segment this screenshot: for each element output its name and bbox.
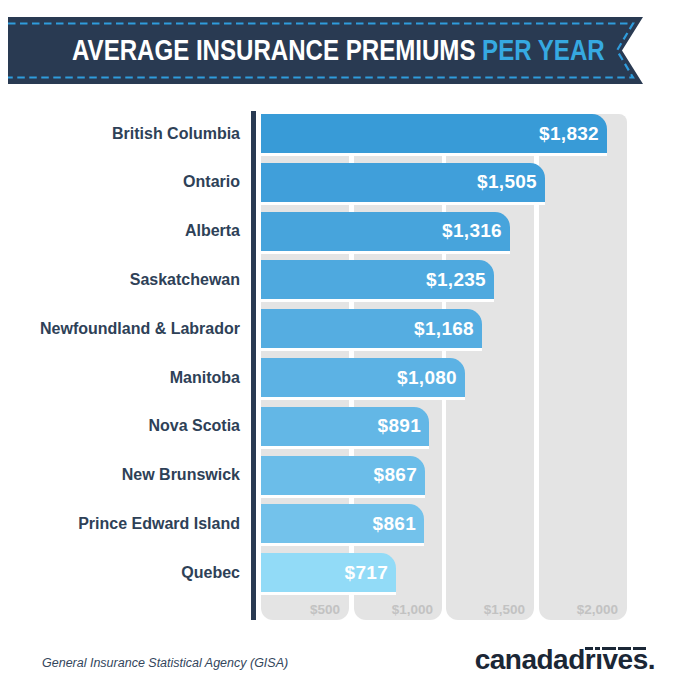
category-label: New Brunswick [0, 456, 240, 495]
bar-value-label: $1,832 [539, 123, 607, 145]
logo-barred-letter: v [602, 644, 617, 676]
logo-period: . [648, 644, 655, 675]
bar-value-label: $861 [373, 513, 424, 535]
bar-value-label: $1,316 [442, 220, 510, 242]
grid-band: $2,000 [539, 114, 627, 620]
bar-prince-edward-island: $861 [261, 504, 424, 543]
category-label: Saskatchewan [0, 260, 240, 299]
logo-barred-letter: r [585, 644, 595, 676]
category-label: Nova Scotia [0, 407, 240, 446]
x-tick-label: $2,000 [577, 602, 618, 617]
bar-value-label: $891 [378, 415, 429, 437]
bar-value-label: $1,168 [414, 318, 482, 340]
bar-nova-scotia: $891 [261, 407, 429, 446]
bar-quebec: $717 [261, 553, 396, 592]
logo-text: canadad [475, 644, 585, 675]
logo-barred-letter: e [618, 644, 633, 676]
category-label: British Columbia [0, 114, 240, 153]
category-label: Manitoba [0, 358, 240, 397]
category-label: Ontario [0, 163, 240, 202]
category-label: Newfoundland & Labrador [0, 309, 240, 348]
bar-value-label: $867 [374, 464, 425, 486]
bar-saskatchewan: $1,235 [261, 260, 494, 299]
infographic-root: AVERAGE INSURANCE PREMIUMS PER YEAR $500… [0, 0, 696, 696]
x-tick-label: $1,000 [392, 602, 433, 617]
bar-ontario: $1,505 [261, 163, 545, 202]
bar-british-columbia: $1,832 [261, 114, 607, 153]
bar-value-label: $717 [345, 562, 396, 584]
logo-barred-letter: s [633, 644, 648, 676]
bar-manitoba: $1,080 [261, 358, 465, 397]
category-label: Quebec [0, 553, 240, 592]
category-label: Prince Edward Island [0, 504, 240, 543]
bar-value-label: $1,505 [477, 171, 545, 193]
bar-value-label: $1,235 [426, 269, 494, 291]
bar-new-brunswick: $867 [261, 456, 425, 495]
source-note: General Insurance Statistical Agency (GI… [42, 656, 288, 670]
x-tick-label: $500 [310, 602, 340, 617]
x-tick-label: $1,500 [484, 602, 525, 617]
category-label: Alberta [0, 212, 240, 251]
bar-chart: $500 $1,000 $1,500 $2,000 British Columbia $1… [0, 0, 696, 696]
bar-alberta: $1,316 [261, 212, 510, 251]
bar-value-label: $1,080 [397, 367, 465, 389]
bar-newfoundland-labrador: $1,168 [261, 309, 482, 348]
canadadrives-logo: canadadrıves. [475, 644, 655, 676]
logo-barred-letter: ı [595, 644, 602, 676]
y-axis-line [251, 111, 256, 620]
